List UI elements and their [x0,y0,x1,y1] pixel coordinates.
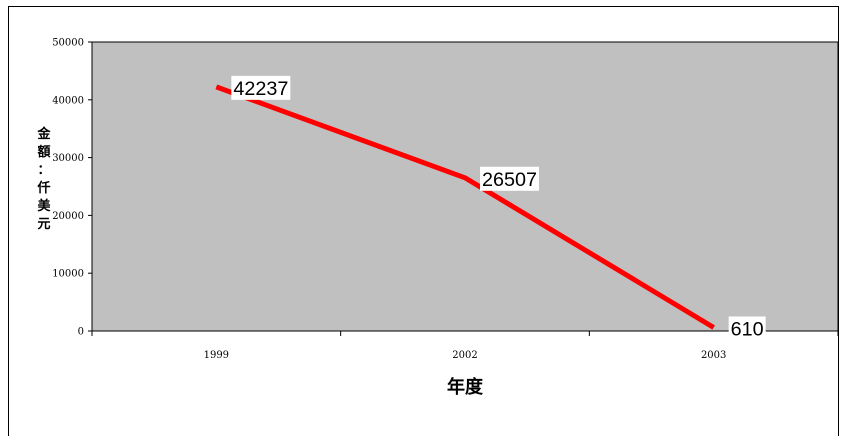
data-label: 26507 [482,170,537,191]
data-label: 610 [731,319,764,340]
y-tick-label: 20000 [52,211,84,222]
line-chart: 0 10000 20000 30000 40000 50000 1999 2002 2003 4… [0,0,847,426]
y-tick-label: 30000 [52,153,84,164]
y-tick-label: 40000 [52,95,84,106]
y-tick-label: 10000 [52,269,84,280]
y-tick-label: 0 [78,327,84,338]
y-tick-label: 50000 [52,38,84,49]
x-tick-label: 1999 [204,350,229,361]
x-tick-label: 2002 [452,350,477,361]
x-axis-title: 年度 [447,376,484,398]
plot-area [92,42,838,331]
data-label: 42237 [233,79,288,100]
x-tick-label: 2003 [701,350,726,361]
